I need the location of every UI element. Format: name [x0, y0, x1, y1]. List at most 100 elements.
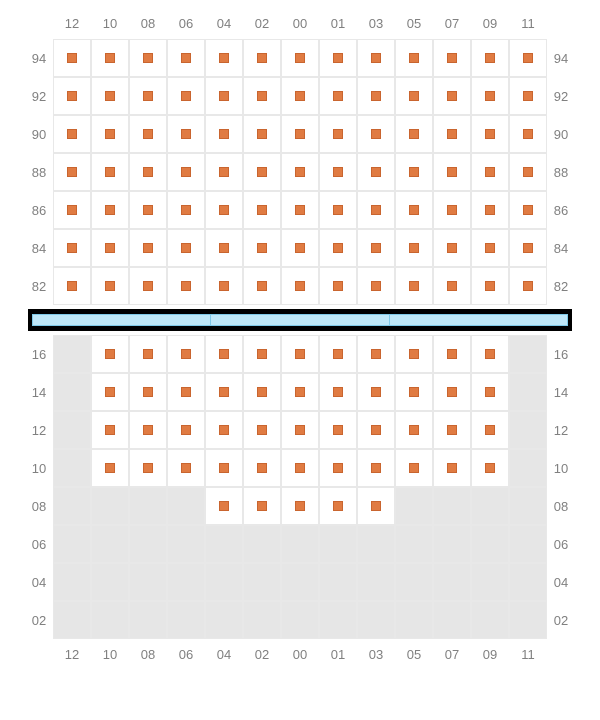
seat-cell-available[interactable] [53, 115, 91, 153]
seat-cell-available[interactable] [129, 153, 167, 191]
seat-cell-available[interactable] [319, 153, 357, 191]
seat-cell-available[interactable] [319, 449, 357, 487]
seat-cell-available[interactable] [129, 39, 167, 77]
seat-cell-available[interactable] [395, 115, 433, 153]
seat-cell-available[interactable] [281, 77, 319, 115]
seat-cell-available[interactable] [357, 153, 395, 191]
seat-cell-available[interactable] [167, 77, 205, 115]
seat-cell-available[interactable] [509, 115, 547, 153]
seat-cell-available[interactable] [433, 39, 471, 77]
seat-cell-available[interactable] [205, 411, 243, 449]
seat-cell-available[interactable] [471, 411, 509, 449]
seat-cell-available[interactable] [205, 153, 243, 191]
seat-cell-available[interactable] [91, 267, 129, 305]
seat-cell-available[interactable] [281, 39, 319, 77]
seat-cell-available[interactable] [433, 267, 471, 305]
seat-cell-available[interactable] [471, 77, 509, 115]
seat-cell-available[interactable] [357, 335, 395, 373]
seat-cell-available[interactable] [281, 449, 319, 487]
seat-cell-available[interactable] [205, 77, 243, 115]
seat-cell-available[interactable] [395, 411, 433, 449]
seat-cell-available[interactable] [319, 411, 357, 449]
seat-cell-available[interactable] [91, 335, 129, 373]
seat-cell-available[interactable] [281, 411, 319, 449]
seat-cell-available[interactable] [167, 267, 205, 305]
seat-cell-available[interactable] [281, 191, 319, 229]
seat-cell-available[interactable] [91, 115, 129, 153]
seat-cell-available[interactable] [319, 229, 357, 267]
seat-cell-available[interactable] [129, 267, 167, 305]
seat-cell-available[interactable] [205, 487, 243, 525]
seat-cell-available[interactable] [471, 229, 509, 267]
seat-cell-available[interactable] [129, 229, 167, 267]
seat-cell-available[interactable] [243, 335, 281, 373]
seat-cell-available[interactable] [471, 373, 509, 411]
seat-cell-available[interactable] [129, 411, 167, 449]
seat-cell-available[interactable] [357, 487, 395, 525]
seat-cell-available[interactable] [205, 115, 243, 153]
seat-cell-available[interactable] [91, 449, 129, 487]
seat-cell-available[interactable] [205, 229, 243, 267]
seat-cell-available[interactable] [167, 191, 205, 229]
seat-cell-available[interactable] [167, 373, 205, 411]
seat-cell-available[interactable] [167, 229, 205, 267]
seat-cell-available[interactable] [243, 411, 281, 449]
seat-cell-available[interactable] [167, 335, 205, 373]
seat-cell-available[interactable] [395, 449, 433, 487]
seat-cell-available[interactable] [243, 115, 281, 153]
seat-cell-available[interactable] [129, 335, 167, 373]
seat-cell-available[interactable] [471, 191, 509, 229]
seat-cell-available[interactable] [243, 39, 281, 77]
seat-cell-available[interactable] [91, 153, 129, 191]
seat-cell-available[interactable] [243, 267, 281, 305]
seat-cell-available[interactable] [471, 153, 509, 191]
seat-cell-available[interactable] [433, 115, 471, 153]
seat-cell-available[interactable] [319, 267, 357, 305]
seat-cell-available[interactable] [205, 335, 243, 373]
seat-cell-available[interactable] [167, 411, 205, 449]
seat-cell-available[interactable] [243, 153, 281, 191]
seat-cell-available[interactable] [395, 229, 433, 267]
seat-cell-available[interactable] [167, 115, 205, 153]
seat-cell-available[interactable] [509, 191, 547, 229]
seat-cell-available[interactable] [357, 267, 395, 305]
seat-cell-available[interactable] [91, 39, 129, 77]
seat-cell-available[interactable] [53, 153, 91, 191]
seat-cell-available[interactable] [357, 449, 395, 487]
seat-cell-available[interactable] [205, 267, 243, 305]
seat-cell-available[interactable] [281, 153, 319, 191]
seat-cell-available[interactable] [433, 77, 471, 115]
seat-cell-available[interactable] [281, 487, 319, 525]
seat-cell-available[interactable] [91, 77, 129, 115]
seat-cell-available[interactable] [471, 449, 509, 487]
seat-cell-available[interactable] [433, 411, 471, 449]
seat-cell-available[interactable] [91, 373, 129, 411]
seat-cell-available[interactable] [243, 449, 281, 487]
seat-cell-available[interactable] [433, 229, 471, 267]
seat-cell-available[interactable] [357, 115, 395, 153]
seat-cell-available[interactable] [357, 39, 395, 77]
seat-cell-available[interactable] [319, 77, 357, 115]
seat-cell-available[interactable] [53, 267, 91, 305]
seat-cell-available[interactable] [205, 191, 243, 229]
seat-cell-available[interactable] [433, 373, 471, 411]
seat-cell-available[interactable] [395, 153, 433, 191]
seat-cell-available[interactable] [129, 77, 167, 115]
seat-cell-available[interactable] [281, 373, 319, 411]
seat-cell-available[interactable] [471, 335, 509, 373]
seat-cell-available[interactable] [433, 191, 471, 229]
seat-cell-available[interactable] [129, 191, 167, 229]
seat-cell-available[interactable] [281, 229, 319, 267]
seat-cell-available[interactable] [509, 229, 547, 267]
seat-cell-available[interactable] [433, 153, 471, 191]
seat-cell-available[interactable] [357, 229, 395, 267]
seat-cell-available[interactable] [395, 39, 433, 77]
seat-cell-available[interactable] [395, 77, 433, 115]
seat-cell-available[interactable] [91, 191, 129, 229]
seat-cell-available[interactable] [53, 191, 91, 229]
seat-cell-available[interactable] [357, 373, 395, 411]
seat-cell-available[interactable] [509, 153, 547, 191]
seat-cell-available[interactable] [281, 115, 319, 153]
seat-cell-available[interactable] [319, 39, 357, 77]
seat-cell-available[interactable] [471, 267, 509, 305]
